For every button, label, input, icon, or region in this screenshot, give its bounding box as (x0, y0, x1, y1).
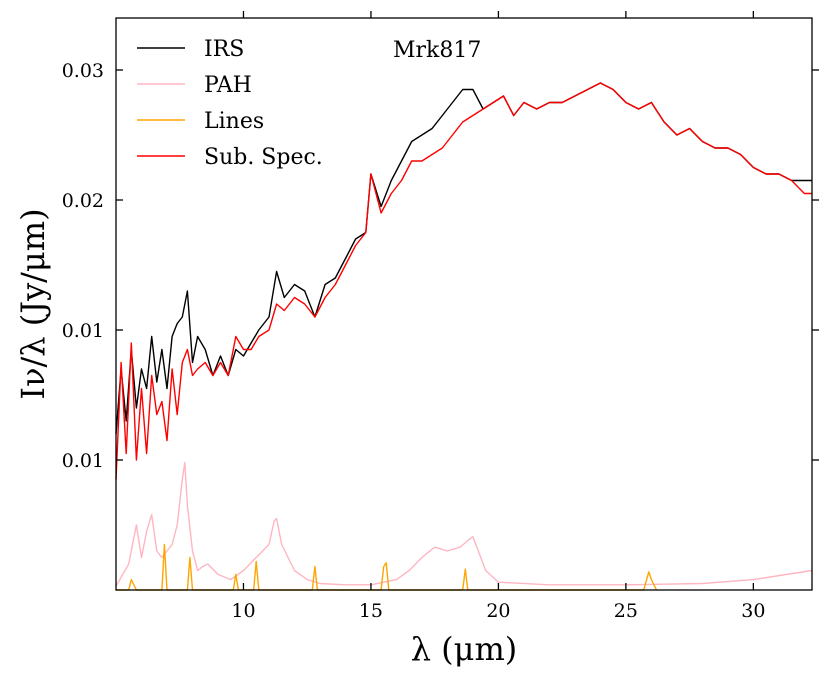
x-axis-title: λ (μm) (411, 630, 518, 668)
series-line-irs (115, 82, 812, 435)
legend-label: IRS (204, 37, 244, 62)
ticks-layer: 10 15 20 25 30 0.01 0.01 0.02 0.03 (62, 11, 819, 622)
series-line-pah (115, 461, 813, 587)
x-tick-label: 25 (614, 600, 638, 622)
legend-label: Sub. Spec. (204, 145, 323, 170)
x-tick-label: 10 (231, 600, 255, 622)
y-tick-label: 0.01 (62, 320, 104, 342)
plot-frame (115, 17, 813, 591)
legend: IRS PAH Lines Sub. Spec. (137, 37, 323, 170)
y-axis-title: Iν/λ (Jy/μm) (14, 208, 52, 399)
x-tick-label: 15 (359, 600, 383, 622)
y-tick-label: 0.01 (62, 450, 104, 472)
y-tick-label: 0.03 (62, 60, 104, 82)
y-tick-label: 0.02 (62, 190, 104, 212)
legend-label: Lines (204, 109, 264, 134)
annotation-label: Mrk817 (393, 38, 481, 63)
legend-label: PAH (204, 73, 252, 98)
series-line-sub-spec (115, 82, 812, 480)
x-tick-label: 30 (741, 600, 765, 622)
x-tick-label: 20 (486, 600, 510, 622)
